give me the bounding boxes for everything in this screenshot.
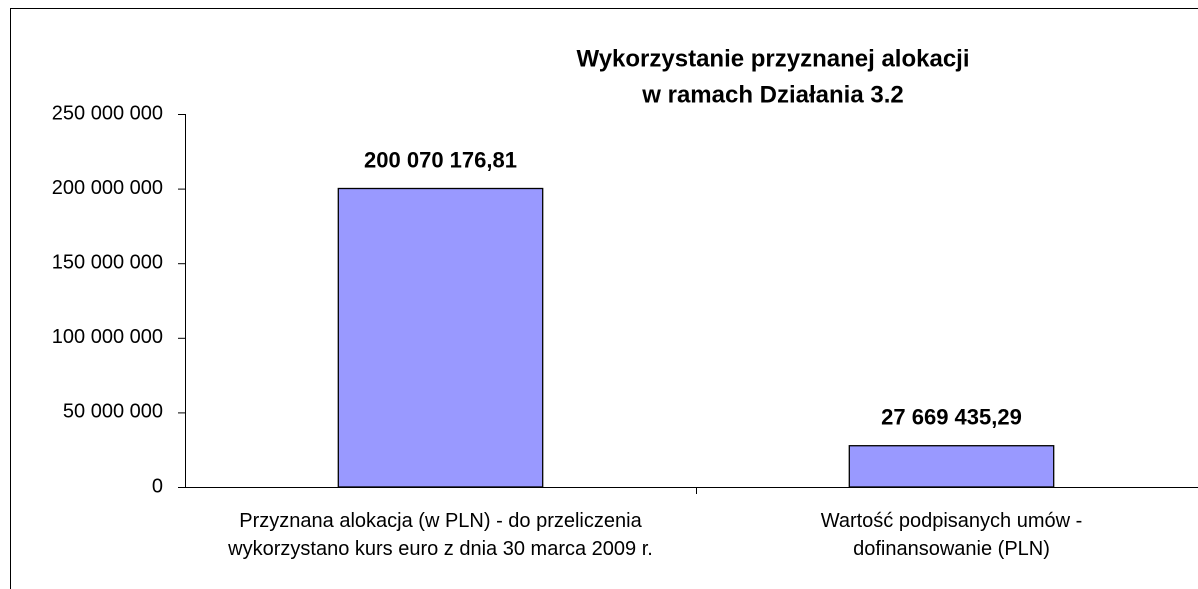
chart-title: Wykorzystanie przyznanej alokacji xyxy=(576,45,969,72)
bar xyxy=(337,187,544,488)
y-tick-label: 100 000 000 xyxy=(52,326,163,348)
value-label: 200 070 176,81 xyxy=(364,147,517,172)
y-tick-label: 200 000 000 xyxy=(52,177,163,199)
y-tick-label: 0 xyxy=(152,475,163,497)
bar xyxy=(848,445,1055,488)
y-tick-label: 250 000 000 xyxy=(52,102,163,124)
x-tick-label: Przyznana alokacja (w PLN) - do przelicz… xyxy=(228,510,653,560)
y-tick-label: 50 000 000 xyxy=(63,401,163,423)
y-tick-label: 150 000 000 xyxy=(52,251,163,273)
chart-title: w ramach Działania 3.2 xyxy=(641,81,903,108)
x-tick-label: Wartość podpisanych umów - dofinansowani… xyxy=(820,510,1083,560)
value-label: 27 669 435,29 xyxy=(881,405,1022,430)
